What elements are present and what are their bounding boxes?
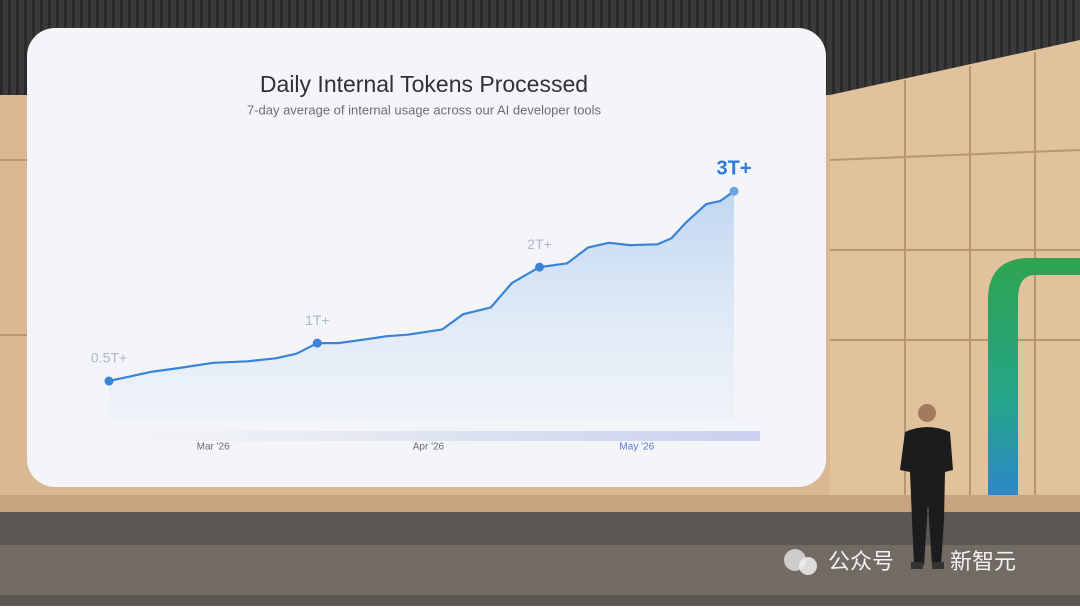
value-label: 1T+ (305, 312, 330, 328)
wall-panels (830, 40, 1080, 520)
point (312, 338, 322, 348)
point (535, 262, 545, 272)
point (729, 186, 739, 196)
value-label: 0.5T+ (91, 350, 127, 366)
watermark: 公众号 新智元 (784, 549, 1016, 575)
x-tick-label: Mar '26 (197, 442, 230, 453)
arch (988, 258, 1080, 520)
line (108, 190, 735, 383)
presenter (900, 404, 953, 569)
value-label: 2T+ (527, 236, 552, 252)
stage-edge (0, 495, 1080, 515)
watermark-source: 公众号 (828, 549, 894, 574)
panel-lines (0, 52, 1080, 520)
axis-band (100, 431, 760, 441)
chart-title: Daily Internal Tokens Processed (260, 71, 588, 97)
point (104, 376, 114, 386)
value-label: 3T+ (716, 157, 751, 179)
floor-light (0, 545, 1080, 595)
x-tick-label: Apr '26 (413, 442, 445, 453)
area (109, 191, 734, 419)
chart-subtitle: 7-day average of internal usage across o… (247, 102, 602, 117)
x-tick-label: May '26 (619, 442, 654, 453)
watermark-name: 新智元 (950, 549, 1016, 574)
